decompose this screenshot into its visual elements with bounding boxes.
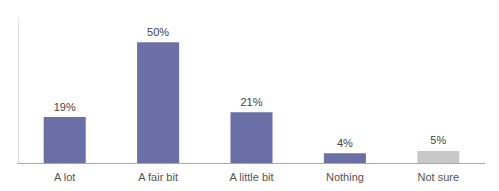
svg-text:4%: 4% (337, 137, 353, 149)
svg-text:19%: 19% (54, 101, 76, 113)
svg-text:Nothing: Nothing (326, 171, 364, 183)
svg-text:Not sure: Not sure (418, 171, 460, 183)
svg-text:A little bit: A little bit (229, 171, 273, 183)
svg-text:A fair bit: A fair bit (138, 171, 178, 183)
svg-text:5%: 5% (430, 134, 446, 146)
svg-text:50%: 50% (147, 26, 169, 38)
svg-text:A lot: A lot (54, 171, 75, 183)
svg-text:21%: 21% (240, 96, 262, 108)
